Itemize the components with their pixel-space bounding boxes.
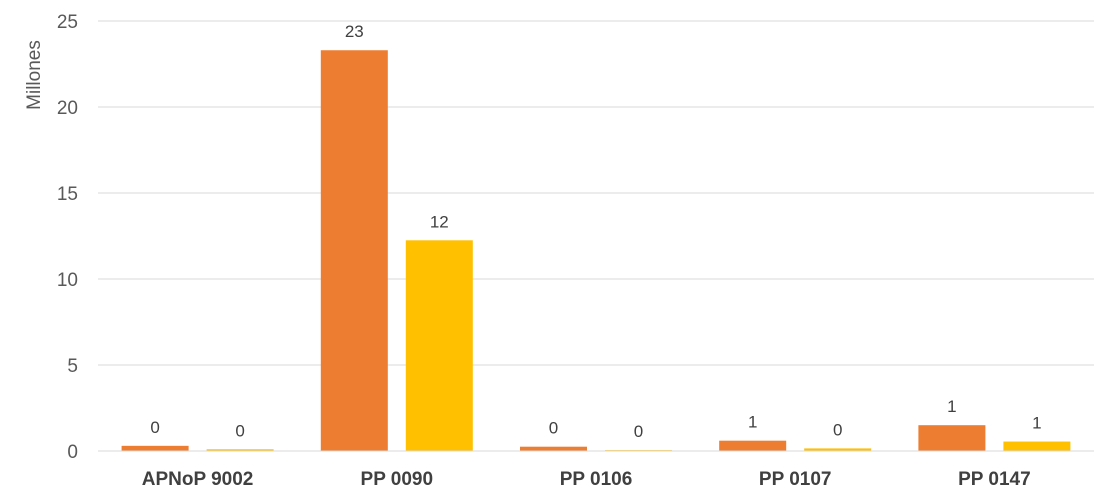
bar: [206, 449, 274, 451]
data-label: 1: [748, 413, 757, 432]
bar: [320, 50, 388, 452]
y-tick-label: 25: [57, 12, 78, 33]
y-tick-label: 5: [67, 356, 78, 377]
data-label: 1: [1032, 414, 1041, 433]
bar: [1003, 441, 1071, 451]
x-category-label: PP 0090: [361, 469, 434, 490]
y-tick-label: 20: [57, 98, 78, 119]
bar: [918, 425, 986, 451]
y-tick-label: 10: [57, 270, 78, 291]
data-label: 0: [235, 421, 244, 440]
data-labels: 0 0 23 12 0 0 1 0 1 1: [150, 22, 1041, 441]
data-label: 0: [634, 422, 643, 441]
data-label: 0: [833, 420, 842, 439]
bar: [719, 440, 787, 451]
data-label: 23: [345, 22, 364, 41]
y-axis-ticks: 0 5 10 15 20 25: [57, 12, 78, 463]
bars: [121, 50, 1071, 452]
data-label: 0: [150, 418, 159, 437]
data-label: 0: [549, 419, 558, 438]
x-category-label: PP 0147: [958, 469, 1031, 490]
data-label: 1: [947, 397, 956, 416]
bar: [121, 445, 189, 451]
y-tick-label: 0: [67, 442, 78, 463]
y-tick-label: 15: [57, 184, 78, 205]
x-category-label: APNoP 9002: [142, 469, 254, 490]
x-axis-categories: APNoP 9002 PP 0090 PP 0106 PP 0107 PP 0147: [142, 469, 1031, 490]
bar: [520, 446, 587, 451]
bar: [405, 240, 473, 451]
data-label: 12: [430, 212, 449, 231]
bar: [804, 448, 872, 451]
y-axis-label: Millones: [24, 40, 45, 110]
gridlines: [98, 20, 1094, 366]
x-category-label: PP 0107: [759, 469, 832, 490]
x-category-label: PP 0106: [560, 469, 633, 490]
